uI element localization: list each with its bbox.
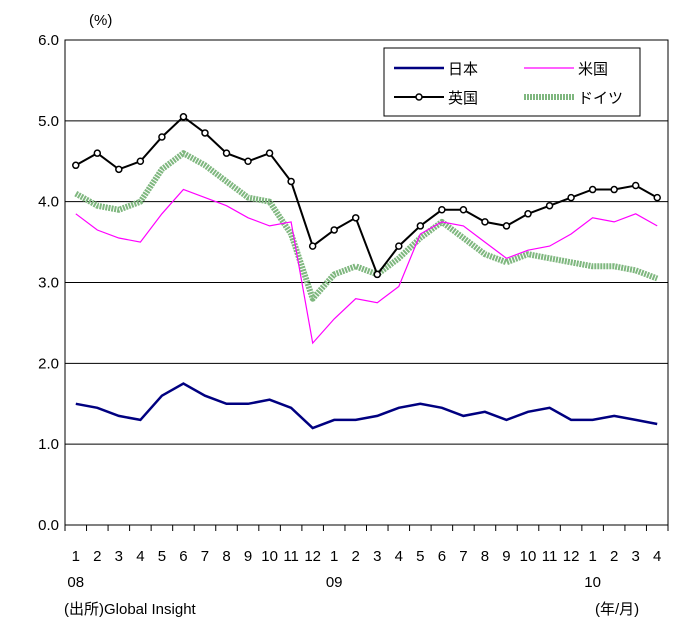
series-point (330, 226, 338, 234)
x-tick-label: 2 (93, 548, 101, 565)
year-label: 08 (67, 574, 84, 591)
y-tick-label: 0.0 (38, 517, 59, 534)
y-tick-label: 4.0 (38, 194, 59, 211)
series-point (481, 218, 489, 226)
x-axis-unit-note: (年/月) (595, 601, 640, 618)
series-point (610, 185, 618, 194)
series-point (438, 206, 446, 214)
series-point (93, 149, 102, 157)
year-label: 09 (326, 574, 343, 591)
legend-item: 米国 (524, 61, 608, 78)
series-point (459, 206, 468, 214)
series-point (244, 157, 252, 165)
y-tick-label: 1.0 (38, 436, 59, 453)
series-point (115, 165, 123, 174)
series-line (74, 150, 659, 302)
x-tick-label: 2 (610, 548, 618, 565)
source-note: (出所)Global Insight (64, 601, 196, 618)
legend-item: ドイツ (524, 90, 623, 107)
series-line (75, 188, 658, 345)
y-tick-label: 2.0 (38, 355, 59, 372)
grid-lines (64, 39, 669, 526)
x-tick-label: 4 (136, 548, 144, 565)
legend-item: 英国 (394, 89, 478, 107)
series-point (201, 129, 209, 137)
series (72, 113, 661, 279)
series-point (567, 193, 575, 202)
x-tick-label: 4 (395, 548, 403, 565)
year-label: 10 (584, 574, 601, 591)
series-group (72, 113, 661, 430)
y-tick-label: 3.0 (38, 275, 59, 292)
legend-label: 英国 (448, 89, 478, 107)
series (74, 150, 659, 302)
legend-marker (415, 93, 423, 101)
series-point (265, 149, 274, 157)
tick-labels: 0.01.02.03.04.05.06.01 2 3 4 5 6 7 8 9 10 11 12 1 2 3 4… (38, 32, 661, 591)
y-unit-label: (%) (89, 12, 113, 29)
series-point (179, 113, 188, 121)
x-tick-label: 8 (222, 548, 230, 565)
series-point (373, 270, 382, 279)
x-tick-label: 3 (632, 548, 640, 565)
x-tick-label: 12 (304, 548, 321, 565)
series-line (75, 382, 658, 430)
x-tick-label: 10 (520, 548, 537, 565)
x-tick-label: 7 (201, 548, 209, 565)
series-point (308, 242, 317, 250)
legend-label: 米国 (578, 61, 608, 78)
series (75, 188, 658, 345)
x-tick-label: 3 (373, 548, 381, 565)
series-point (588, 185, 597, 194)
series-point (502, 222, 511, 230)
legend-label: ドイツ (578, 90, 623, 107)
x-tick-label: 9 (244, 548, 252, 565)
legend-item: 日本 (394, 61, 478, 78)
legend-label: 日本 (448, 61, 478, 78)
x-tick-label: 12 (563, 548, 580, 565)
x-tick-label: 5 (158, 548, 166, 565)
series-point (395, 242, 403, 250)
series-point (72, 161, 80, 170)
x-tick-label: 6 (438, 548, 446, 565)
series-point (524, 210, 532, 218)
x-tick-label: 10 (261, 548, 278, 565)
x-tick-label: 5 (416, 548, 424, 565)
y-tick-label: 6.0 (38, 32, 59, 49)
x-tick-label: 1 (330, 548, 338, 565)
series-point (222, 149, 231, 157)
x-tick-label: 8 (481, 548, 489, 565)
series-point (136, 157, 145, 165)
x-tick-label: 1 (72, 548, 80, 565)
series-point (158, 133, 166, 141)
x-tick-label: 11 (283, 548, 299, 565)
series-point (351, 214, 360, 222)
series-point (287, 177, 295, 186)
x-tick-label: 2 (352, 548, 360, 565)
x-tick-label: 6 (179, 548, 187, 565)
x-tick-label: 7 (459, 548, 467, 565)
axes (64, 525, 669, 531)
series-point (545, 201, 554, 210)
legend-box (383, 47, 641, 117)
series-line (75, 115, 658, 277)
series-point (631, 181, 640, 190)
x-tick-label: 3 (115, 548, 123, 565)
y-tick-label: 5.0 (38, 113, 59, 130)
x-tick-label: 4 (653, 548, 661, 565)
x-tick-label: 11 (542, 548, 558, 565)
series-point (416, 222, 425, 230)
x-tick-label: 9 (502, 548, 510, 565)
series (75, 382, 658, 430)
series-point (653, 193, 661, 202)
x-tick-label: 1 (588, 548, 596, 565)
